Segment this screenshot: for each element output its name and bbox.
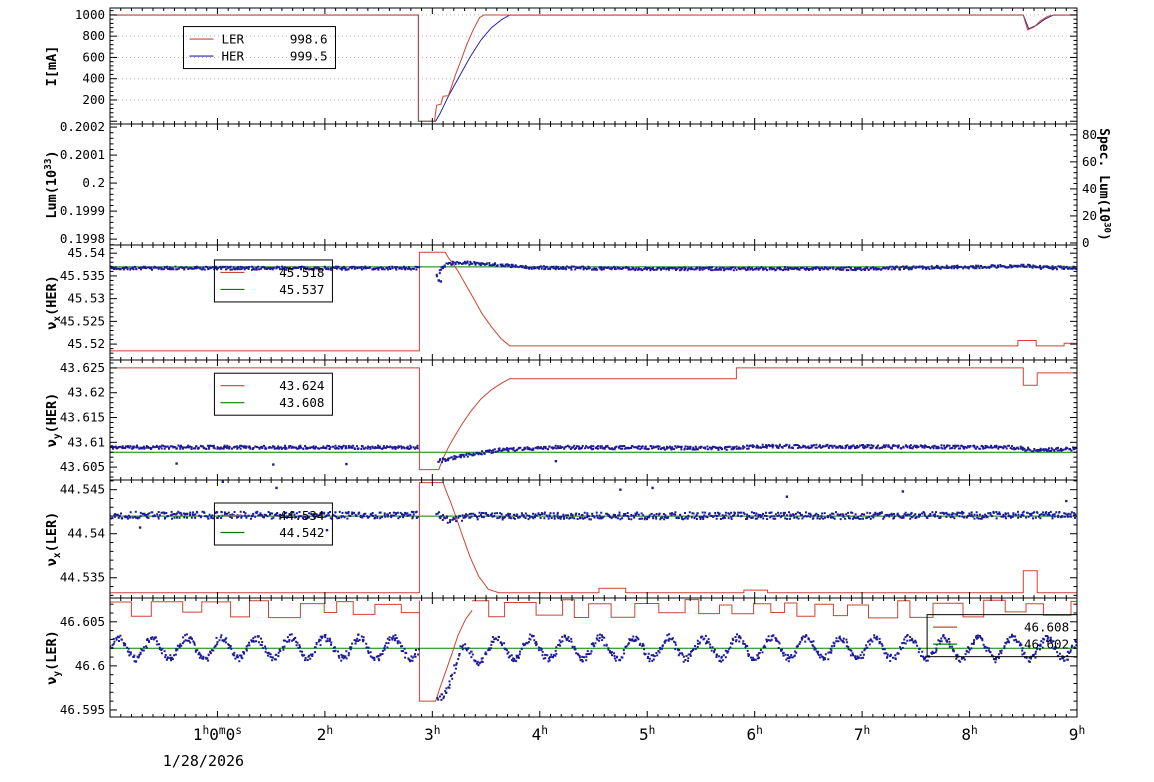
panel-nux-ler: 44.535 44.54 44.545 νx(LER) 44.534 44.542 [44, 479, 1078, 599]
y-tick-label: 43.615 [60, 410, 105, 425]
y-tick-label: 45.535 [60, 268, 105, 283]
y-tick-label: 600 [82, 49, 105, 64]
panel-nuy-her: 43.605 43.61 43.615 43.62 43.625 νy(HER) 43.62… [44, 359, 1078, 481]
y-tick-label: 400 [82, 71, 105, 86]
y-tick-label: 0.2 [82, 175, 105, 190]
panel-nux-ler-legend: 44.534 44.542 [213, 502, 333, 546]
x-axis-labels: 1h0m0s 2h 3h 4h 5h 6h 7h 8h 9h 1/28/2026 [163, 724, 1085, 770]
y-tick-label: 44.535 [60, 570, 105, 585]
panel-nuy-her-legend: 43.624 43.608 [213, 372, 333, 416]
panel-nuy-ler-legend: 46.608 46.602 [926, 614, 1078, 658]
y-tick-label: 46.6 [75, 658, 105, 673]
x-tick-label: 1h0m0s [193, 724, 242, 744]
legend-series-value: 43.608 [279, 395, 324, 410]
y-tick-label: 0.1999 [60, 203, 105, 218]
y-tick-label: 0.1998 [60, 231, 105, 246]
y-tick-label: 200 [82, 92, 105, 107]
x-tick-label: 7h [854, 724, 870, 744]
y-axis-title: νy(HER) [44, 393, 63, 447]
x-tick-label: 3h [424, 724, 440, 744]
legend-series-value: 45.518 [279, 265, 324, 280]
legend-series-value: 43.624 [279, 378, 324, 393]
y-tick-label: 0.2002 [60, 119, 105, 134]
date-label: 1/28/2026 [163, 752, 244, 770]
right-y-tick-label: 20 [1082, 208, 1097, 223]
legend-series-name: LER [221, 32, 244, 47]
panel-beam-current-legend: LER 998.6 HER 999.5 [182, 26, 336, 70]
y-tick-label: 44.545 [60, 482, 105, 497]
legend-series-value: 44.534 [279, 508, 324, 523]
legend-series-value: 46.602 [1024, 637, 1069, 652]
x-tick-label: 2h [317, 724, 333, 744]
x-tick-label: 9h [1069, 724, 1085, 744]
y-tick-label: 43.62 [67, 385, 105, 400]
y-axis-title: νx(LER) [44, 512, 63, 566]
y-tick-label: 45.54 [67, 245, 105, 260]
legend-series-value: 998.6 [290, 32, 328, 47]
y-tick-label: 45.52 [67, 336, 105, 351]
y-axis-title: Lum(1033) [43, 150, 60, 218]
y-tick-label: 46.595 [60, 702, 105, 717]
y-axis-title: I[mA] [44, 46, 60, 87]
x-tick-label: 8h [961, 724, 977, 744]
y-tick-label: 1000 [75, 7, 105, 22]
legend-series-value: 46.608 [1024, 620, 1069, 635]
y-axis-title: νx(HER) [44, 275, 63, 329]
legend-series-value: 999.5 [290, 49, 328, 64]
y-tick-label: 0.2001 [60, 147, 105, 162]
panel-beam-current: 200 400 600 800 1000 I[mA] LER 998.6 HER 999.5 [44, 7, 1078, 125]
y-tick-label: 44.54 [67, 526, 105, 541]
y-tick-label: 43.605 [60, 459, 105, 474]
y-tick-label: 46.605 [60, 614, 105, 629]
y-tick-label: 43.625 [60, 360, 105, 375]
right-y-tick-label: 80 [1082, 127, 1097, 142]
y-tick-label: 45.525 [60, 313, 105, 328]
y-tick-label: 43.61 [67, 434, 105, 449]
y-tick-label: 45.53 [67, 291, 105, 306]
y-tick-label: 800 [82, 28, 105, 43]
y-axis-title: νy(LER) [44, 630, 63, 684]
x-tick-label: 4h [532, 724, 548, 744]
right-axis-title: Spec. Lum(1030) [1096, 128, 1112, 241]
right-y-tick-label: 0 [1082, 235, 1090, 250]
legend-series-value: 45.537 [279, 282, 324, 297]
panel-luminosity: 0.1998 0.1999 0.2 0.2001 0.2002 0 20 40 60 80Spec… [43, 119, 1112, 250]
right-y-tick-label: 60 [1082, 154, 1097, 169]
x-tick-label: 5h [639, 724, 655, 744]
panel-nux-her-legend: 45.518 45.537 [213, 259, 333, 303]
legend-series-name: HER [221, 49, 244, 64]
legend-series-value: 44.542 [279, 525, 324, 540]
right-y-tick-label: 40 [1082, 181, 1097, 196]
x-tick-label: 6h [746, 724, 762, 744]
panel-nux-her: 45.52 45.525 45.53 45.535 45.54 νx(HER) 45.518… [44, 244, 1078, 361]
